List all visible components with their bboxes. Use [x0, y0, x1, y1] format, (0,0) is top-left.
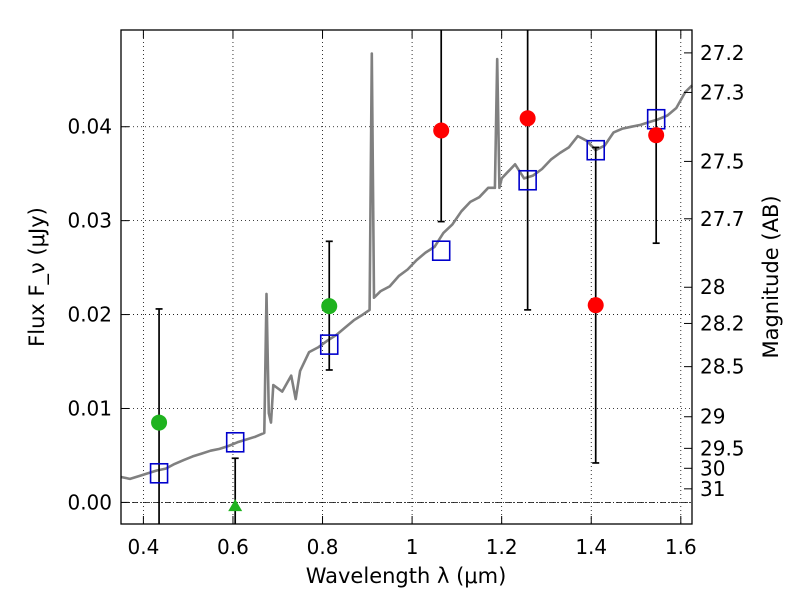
- mag-tick-label: 31: [700, 477, 725, 501]
- green-flux-point: [321, 298, 338, 315]
- y-tick-label: 0.02: [67, 303, 112, 327]
- model-flux-box: [431, 240, 451, 262]
- x-tick-label: 0.8: [307, 535, 339, 559]
- marker-layer: [149, 108, 666, 512]
- y-tick-label: 0.00: [67, 490, 112, 514]
- mag-tick-label: 27.7: [700, 207, 745, 231]
- y-axis-label: Flux F_ν (μJy): [25, 207, 50, 347]
- x-tick-label: 0.6: [217, 535, 249, 559]
- red-flux-point: [433, 122, 450, 139]
- mag-tick-label: 29.5: [700, 436, 745, 460]
- magnitude-axis-label: Magnitude (AB): [759, 195, 783, 358]
- y-tick-label: 0.03: [67, 209, 112, 233]
- plot-frame: [120, 29, 693, 525]
- x-tick-label: 1: [406, 535, 419, 559]
- mag-tick-label: 27.3: [700, 80, 745, 104]
- model-flux-box: [319, 334, 339, 355]
- x-tick-label: 1.6: [665, 535, 697, 559]
- model-flux-box: [518, 169, 537, 191]
- upper-limit-triangle: [228, 499, 243, 512]
- mag-tick-label: 27.5: [700, 149, 745, 173]
- model-flux-box: [586, 139, 606, 161]
- y-tick-label: 0.01: [67, 396, 112, 420]
- y-axis-ticks: 0.00 0.01 0.02 0.03 0.04: [67, 115, 129, 514]
- mag-tick-label: 29: [700, 405, 725, 429]
- x-axis-ticks: 0.4 0.6 0.8 1 1.2 1.4 1.6: [127, 30, 697, 559]
- mag-tick-label: 27.2: [700, 41, 745, 65]
- model-flux-box: [225, 431, 245, 453]
- mag-tick-label: 28: [700, 275, 725, 299]
- spectrum-layer: [120, 52, 693, 481]
- plot-background: [121, 30, 692, 524]
- spectrum-line: [120, 52, 693, 481]
- red-flux-point: [519, 110, 536, 127]
- x-tick-label: 0.4: [127, 535, 159, 559]
- x-tick-label: 1.4: [575, 535, 607, 559]
- green-flux-point: [151, 414, 168, 431]
- red-flux-point: [587, 297, 604, 314]
- red-flux-point: [648, 127, 665, 144]
- mag-tick-label: 30: [700, 456, 725, 480]
- x-axis-label: Wavelength λ (μm): [306, 564, 507, 588]
- mag-tick-label: 28.5: [700, 355, 745, 379]
- model-flux-box: [149, 462, 169, 484]
- y-tick-label: 0.04: [67, 115, 112, 139]
- x-tick-label: 1.2: [486, 535, 518, 559]
- mag-tick-label: 28.2: [700, 311, 745, 335]
